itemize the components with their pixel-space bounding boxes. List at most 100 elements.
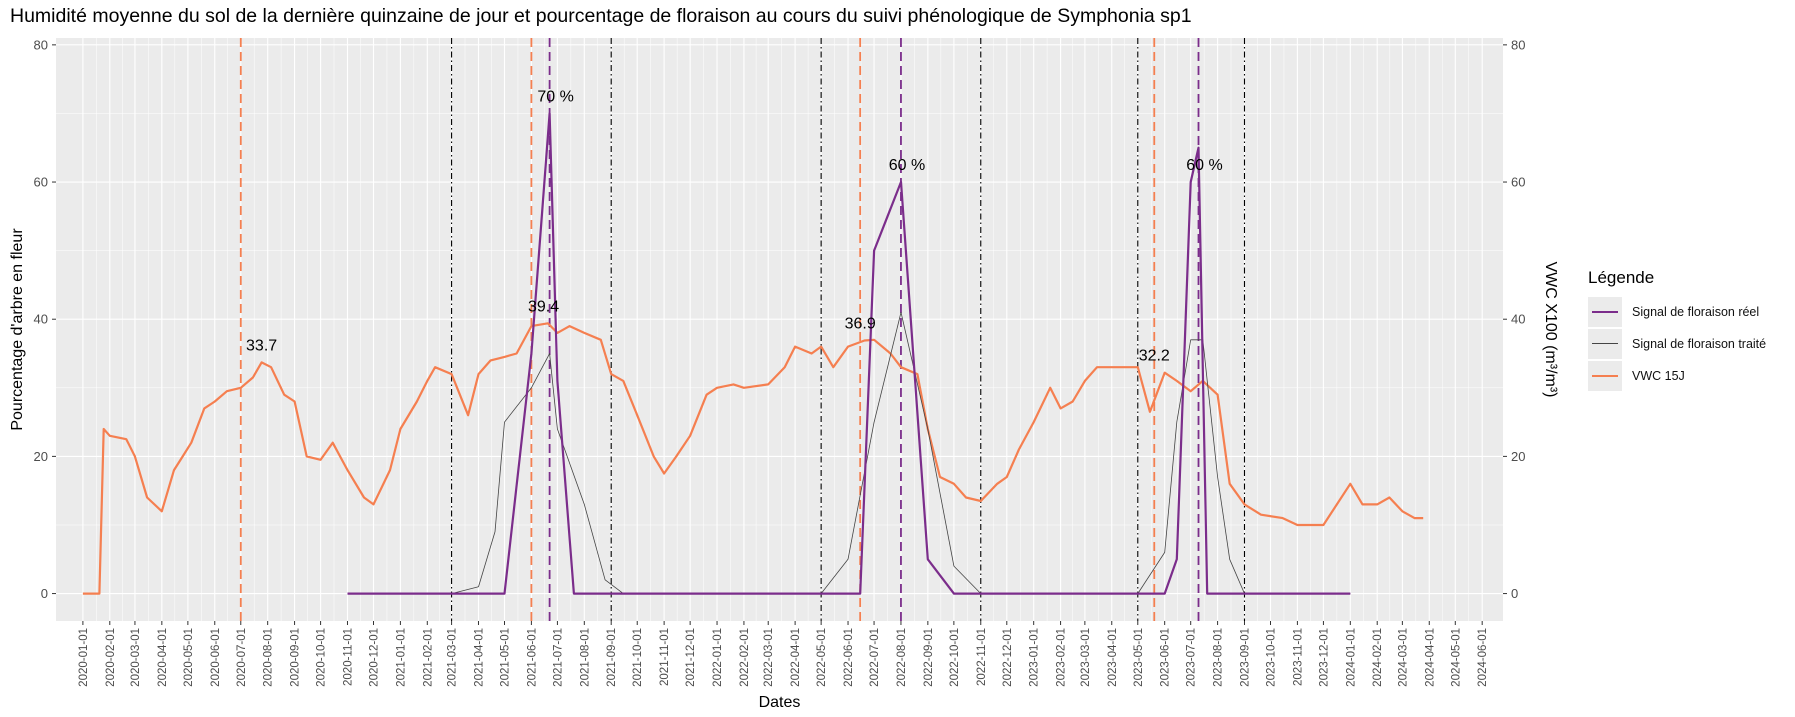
y2-tick-label: 60 xyxy=(1511,175,1525,190)
x-tick-label: 2022-01-01 xyxy=(712,628,724,687)
x-tick-label: 2020-08-01 xyxy=(263,628,275,687)
reference-lines xyxy=(239,38,1246,621)
x-tick-label: 2022-08-01 xyxy=(896,628,908,687)
y-tick-label: 20 xyxy=(34,449,48,464)
x-tick-label: 2024-04-01 xyxy=(1424,628,1436,687)
x-tick-label: 2021-05-01 xyxy=(500,628,512,687)
x-tick-label: 2022-04-01 xyxy=(790,628,802,687)
x-tick-label: 2020-10-01 xyxy=(316,628,328,687)
x-tick-label: 2020-05-01 xyxy=(183,628,195,687)
x-tick-label: 2023-01-01 xyxy=(1029,628,1041,687)
x-tick-label: 2022-02-01 xyxy=(739,628,751,687)
x-tick-label: 2020-01-01 xyxy=(78,628,90,687)
x-tick-label: 2021-10-01 xyxy=(632,628,644,687)
x-tick-label: 2021-03-01 xyxy=(447,628,459,687)
x-tick-label: 2022-10-01 xyxy=(949,628,961,687)
x-tick-label: 2022-09-01 xyxy=(923,628,935,687)
grid xyxy=(56,38,1503,621)
x-tick-label: 2020-02-01 xyxy=(105,628,117,687)
y-tick-label: 80 xyxy=(34,37,48,52)
x-tick-label: 2023-12-01 xyxy=(1318,628,1330,687)
x-tick-label: 2024-01-01 xyxy=(1345,628,1357,687)
x-tick-label: 2023-10-01 xyxy=(1266,628,1278,687)
x-tick-label: 2021-06-01 xyxy=(526,628,538,687)
series-line-0 xyxy=(347,112,1351,595)
legend-item: Signal de floraison réel xyxy=(1588,296,1788,328)
x-tick-label: 2021-12-01 xyxy=(685,628,697,687)
x-tick-label: 2020-04-01 xyxy=(157,628,169,687)
y2-tick-label: 80 xyxy=(1511,37,1525,52)
x-tick-label: 2023-09-01 xyxy=(1240,628,1252,687)
legend-items: Signal de floraison réel Signal de florai… xyxy=(1588,296,1788,392)
series xyxy=(82,112,1424,595)
legend-label: Signal de floraison traité xyxy=(1632,337,1767,351)
x-tick-label: 2023-03-01 xyxy=(1080,628,1092,687)
x-tick-label: 2022-06-01 xyxy=(843,628,855,687)
legend-swatch xyxy=(1592,375,1618,377)
x-tick-label: 2022-12-01 xyxy=(1002,628,1014,687)
x-tick-label: 2020-07-01 xyxy=(236,628,248,687)
vwc-label: 32.2 xyxy=(1139,348,1170,365)
x-tick-label: 2020-06-01 xyxy=(210,628,222,687)
x-tick-label: 2023-04-01 xyxy=(1107,628,1119,687)
x-tick-label: 2020-12-01 xyxy=(369,628,381,687)
y2-axis-title: VWC X100 (m³/m³) xyxy=(1542,262,1559,398)
legend-item: VWC 15J xyxy=(1588,360,1788,392)
x-tick-label: 2023-05-01 xyxy=(1133,628,1145,687)
x-tick-label: 2022-05-01 xyxy=(816,628,828,687)
legend-title: Légende xyxy=(1588,268,1655,287)
x-tick-label: 2021-02-01 xyxy=(422,628,434,687)
axes: 0 0 20 20 40 40 60 60 80 80 2020-01-01 2020-02-01 20… xyxy=(34,37,1526,686)
x-tick-label: 2024-05-01 xyxy=(1450,628,1462,687)
x-tick-label: 2021-01-01 xyxy=(395,628,407,687)
legend-key xyxy=(1588,361,1622,391)
x-tick-label: 2023-02-01 xyxy=(1056,628,1068,687)
x-tick-label: 2020-09-01 xyxy=(290,628,302,687)
y2-tick-label: 20 xyxy=(1511,449,1525,464)
x-tick-label: 2021-11-01 xyxy=(659,628,671,686)
y-axis-title: Pourcentage d'arbre en fleur xyxy=(9,228,26,431)
vwc-label: 39.4 xyxy=(528,298,559,315)
x-axis-title: Dates xyxy=(759,694,801,711)
peak-label: 60 % xyxy=(889,157,925,174)
x-tick-label: 2020-03-01 xyxy=(130,628,142,687)
x-tick-label: 2022-07-01 xyxy=(869,628,881,687)
legend-item: Signal de floraison traité xyxy=(1588,328,1788,360)
y-tick-label: 40 xyxy=(34,312,48,327)
x-tick-label: 2023-07-01 xyxy=(1186,628,1198,687)
x-tick-label: 2021-08-01 xyxy=(579,628,591,687)
chart-title: Humidité moyenne du sol de la dernière q… xyxy=(10,5,1192,27)
legend-label: VWC 15J xyxy=(1632,369,1685,383)
y-tick-label: 60 xyxy=(34,175,48,190)
peak-label: 70 % xyxy=(537,88,573,105)
legend-label: Signal de floraison réel xyxy=(1632,305,1760,319)
series-line-2 xyxy=(82,322,1424,595)
y2-tick-label: 40 xyxy=(1511,312,1525,327)
x-tick-label: 2020-11-01 xyxy=(343,628,355,686)
data-labels: 70 % 60 % 60 % 33.7 39.4 36.9 32.2 xyxy=(246,88,1223,364)
x-tick-label: 2021-07-01 xyxy=(552,628,564,687)
x-tick-label: 2023-08-01 xyxy=(1213,628,1225,687)
x-tick-label: 2021-04-01 xyxy=(474,628,486,687)
legend-swatch xyxy=(1592,311,1618,313)
legend-swatch xyxy=(1592,343,1618,344)
y-tick-label: 0 xyxy=(41,586,48,601)
x-tick-label: 2023-06-01 xyxy=(1160,628,1172,687)
x-tick-label: 2024-06-01 xyxy=(1477,628,1489,687)
vwc-label: 36.9 xyxy=(845,315,876,332)
vwc-label: 33.7 xyxy=(246,337,277,354)
x-tick-label: 2024-02-01 xyxy=(1372,628,1384,687)
x-tick-label: 2022-11-01 xyxy=(976,628,988,686)
x-tick-label: 2022-03-01 xyxy=(763,628,775,687)
y2-tick-label: 0 xyxy=(1511,586,1518,601)
x-tick-label: 2024-03-01 xyxy=(1397,628,1409,687)
x-tick-label: 2021-09-01 xyxy=(606,628,618,687)
plot-panel xyxy=(56,38,1503,621)
series-line-1 xyxy=(347,312,1351,594)
legend-key xyxy=(1588,329,1622,359)
legend: Légende Signal de floraison réel Signal d… xyxy=(1588,268,1788,392)
peak-label: 60 % xyxy=(1186,157,1222,174)
legend-key xyxy=(1588,297,1622,327)
x-tick-label: 2023-11-01 xyxy=(1292,628,1304,686)
